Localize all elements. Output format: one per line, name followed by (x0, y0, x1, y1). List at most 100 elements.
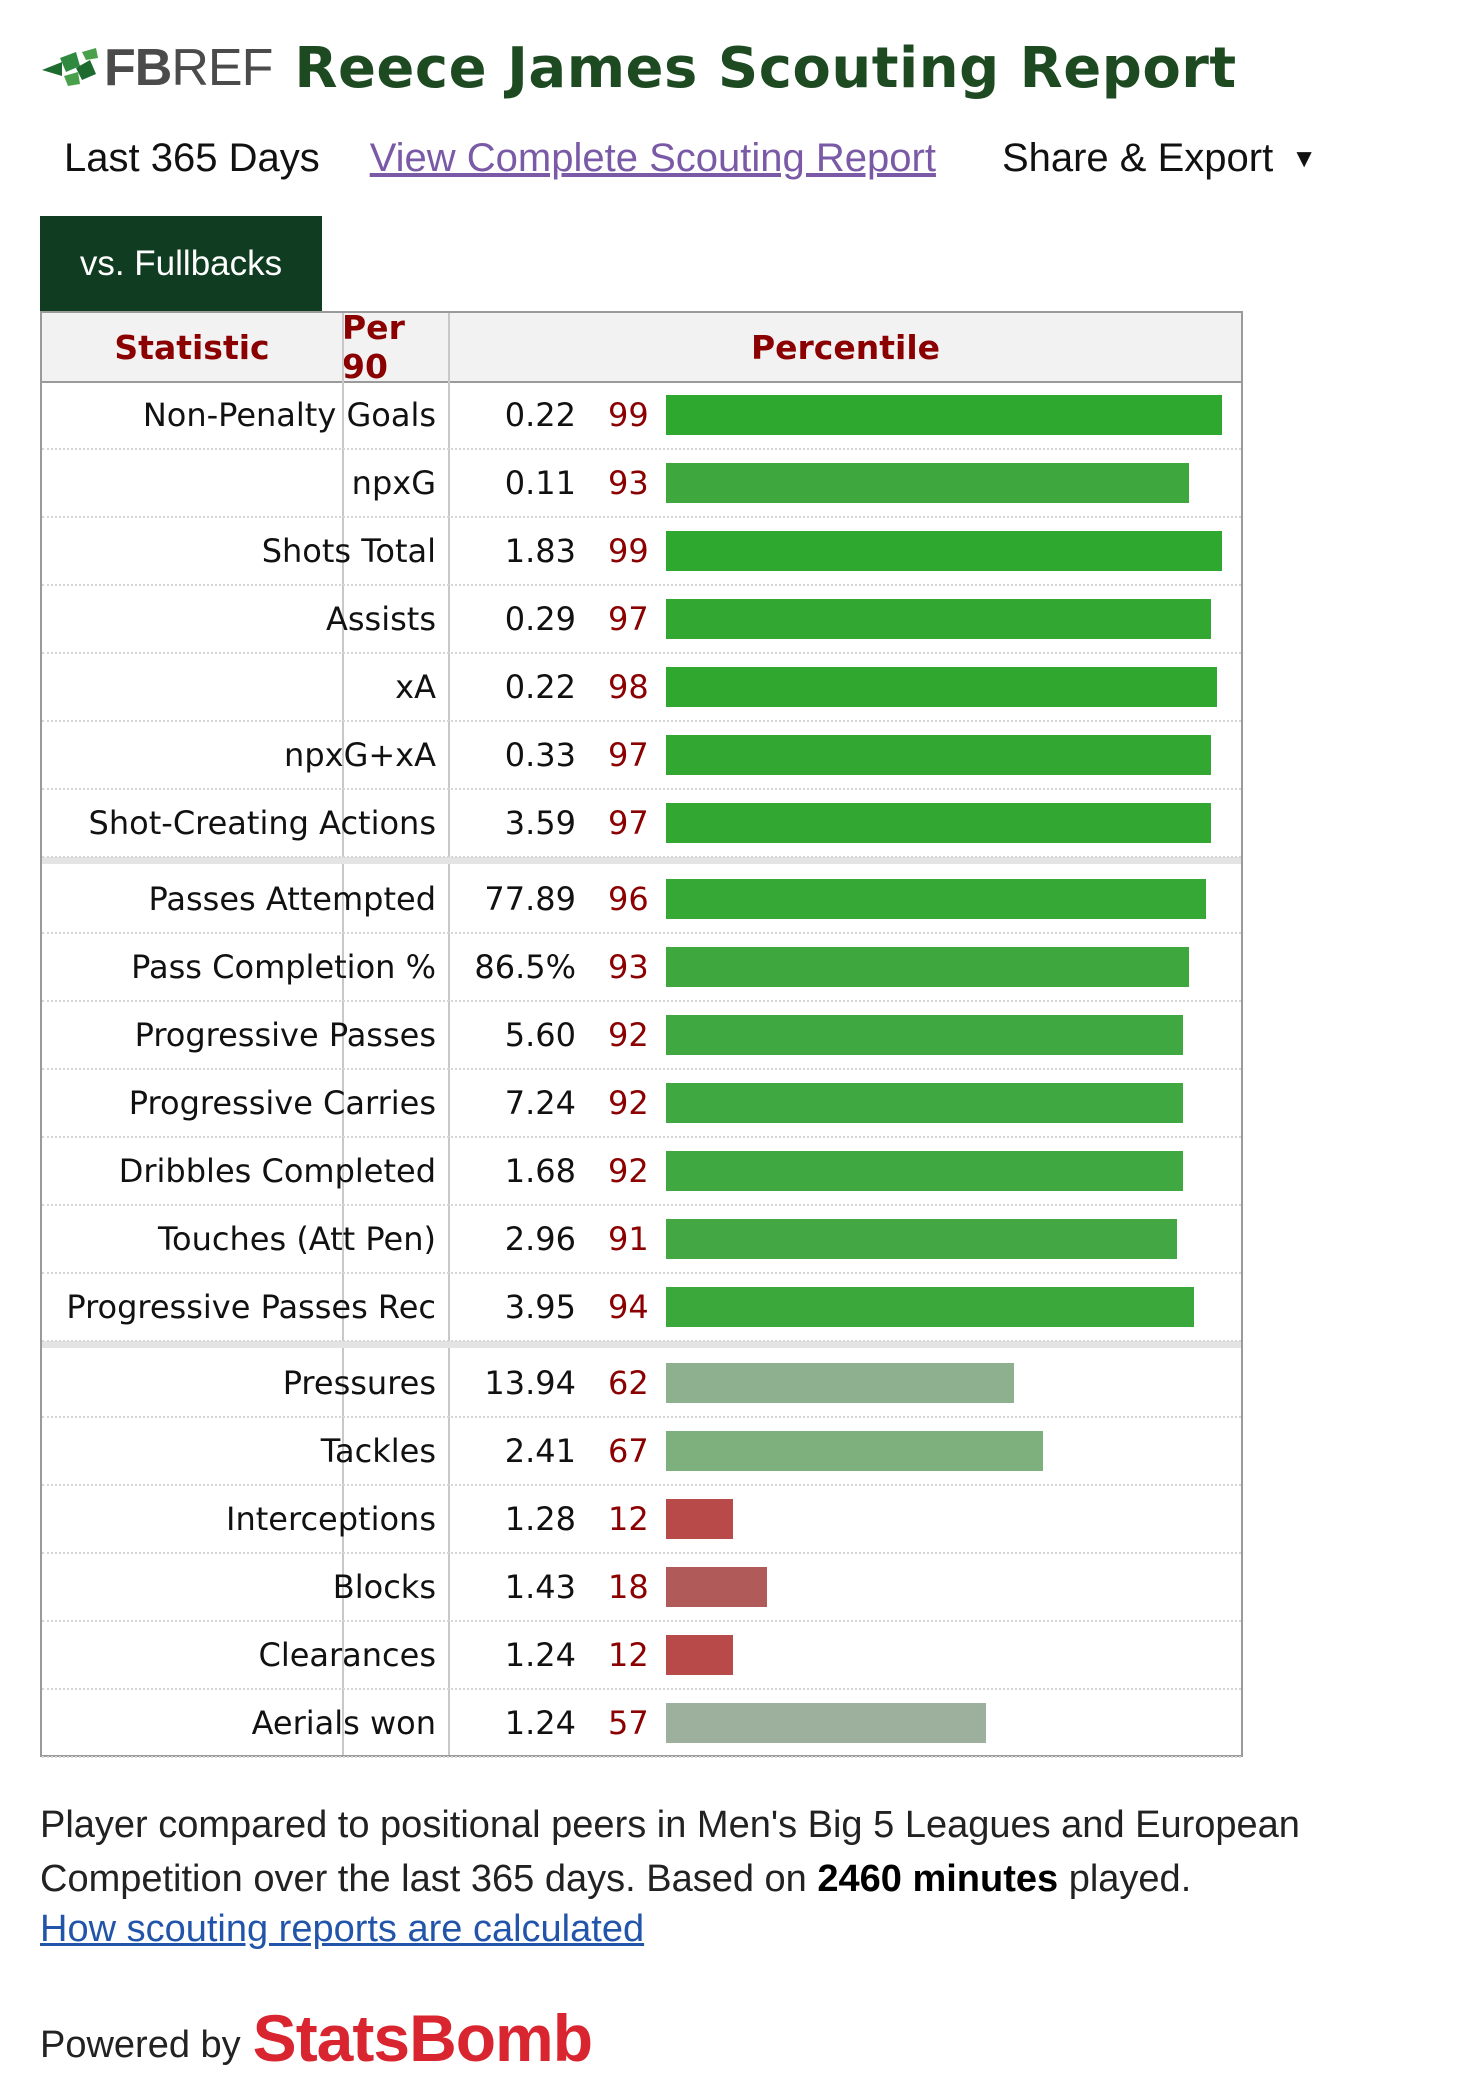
per90-value: 1.24 (504, 1635, 576, 1674)
stat-name: Shot-Creating Actions (88, 803, 436, 842)
caret-down-icon: ▼ (1291, 142, 1317, 173)
percentile-bar-track (666, 653, 1228, 720)
per90-value: 0.22 (504, 667, 576, 706)
percentile-bar-track (666, 1417, 1228, 1484)
per90-value: 0.29 (504, 599, 576, 638)
percentile-bar[interactable] (666, 1702, 986, 1743)
per90-value: 0.11 (504, 463, 576, 502)
stat-name: Blocks (332, 1567, 436, 1606)
percentile-value: 97 (608, 599, 649, 638)
percentile-value: 62 (608, 1363, 649, 1402)
percentile-bar-track (666, 585, 1228, 652)
percentile-value: 92 (608, 1083, 649, 1122)
table-row: Touches (Att Pen) 2.96 91 (42, 1205, 1241, 1274)
per90-value: 5.60 (504, 1015, 576, 1054)
per90-value: 13.94 (484, 1363, 576, 1402)
percentile-bar-track (666, 449, 1228, 516)
per90-value: 1.28 (504, 1499, 576, 1538)
percentile-value: 99 (608, 395, 649, 434)
percentile-value: 18 (608, 1567, 649, 1606)
table-row: Shots Total 1.83 99 (42, 517, 1241, 586)
percentile-bar[interactable] (666, 946, 1189, 987)
percentile-bar-track (666, 1001, 1228, 1068)
percentile-bar-track (666, 721, 1228, 788)
percentile-bar[interactable] (666, 394, 1222, 435)
statsbomb-logo[interactable]: StatsBomb (252, 2001, 593, 2075)
percentile-bar[interactable] (666, 1634, 733, 1675)
stat-name: Touches (Att Pen) (157, 1219, 436, 1258)
table-row: Pass Completion % 86.5% 93 (42, 933, 1241, 1002)
percentile-bar[interactable] (666, 1362, 1014, 1403)
table-row: npxG 0.11 93 (42, 449, 1241, 518)
percentile-bar[interactable] (666, 1430, 1043, 1471)
col-header-statistic[interactable]: Statistic (114, 327, 270, 367)
percentile-value: 93 (608, 947, 649, 986)
percentile-bar[interactable] (666, 1498, 733, 1539)
note-text: Player compared to positional peers in M… (40, 1804, 1300, 1900)
percentile-value: 92 (608, 1151, 649, 1190)
stat-name: Interceptions (226, 1499, 436, 1538)
table-row: Tackles 2.41 67 (42, 1417, 1241, 1486)
percentile-bar[interactable] (666, 802, 1211, 843)
percentile-bar-track (666, 1349, 1228, 1416)
column-divider (342, 313, 344, 1755)
percentile-bar[interactable] (666, 1218, 1177, 1259)
table-row: Progressive Passes 5.60 92 (42, 1001, 1241, 1070)
minutes-played: 2460 minutes (817, 1858, 1059, 1900)
percentile-bar[interactable] (666, 666, 1217, 707)
percentile-bar-track (666, 865, 1228, 932)
table-row: Blocks 1.43 18 (42, 1553, 1241, 1622)
table-row: Progressive Carries 7.24 92 (42, 1069, 1241, 1138)
table-row: Non-Penalty Goals 0.22 99 (42, 381, 1241, 450)
table-row: Pressures 13.94 62 (42, 1349, 1241, 1418)
col-header-percentile[interactable]: Percentile (750, 327, 941, 367)
percentile-bar-track (666, 1137, 1228, 1204)
stat-name: Tackles (320, 1431, 436, 1470)
per90-value: 3.59 (504, 803, 576, 842)
percentile-bar[interactable] (666, 598, 1211, 639)
percentile-value: 99 (608, 531, 649, 570)
per90-value: 86.5% (474, 947, 576, 986)
how-calculated-link[interactable]: How scouting reports are calculated (40, 1908, 645, 1950)
per90-value: 1.43 (504, 1567, 576, 1606)
per90-value: 3.95 (504, 1287, 576, 1326)
percentile-value: 12 (608, 1499, 649, 1538)
stat-name: Progressive Carries (128, 1083, 436, 1122)
stat-name: Non-Penalty Goals (142, 395, 436, 434)
stat-name: xA (395, 667, 436, 706)
percentile-bar[interactable] (666, 878, 1206, 919)
table-row: Progressive Passes Rec 3.95 94 (42, 1273, 1241, 1342)
percentile-bar-track (666, 789, 1228, 856)
percentile-bar[interactable] (666, 1566, 767, 1607)
percentile-value: 93 (608, 463, 649, 502)
percentile-bar-track (666, 1621, 1228, 1688)
percentile-value: 57 (608, 1703, 649, 1742)
col-header-per90[interactable]: Per 90 (342, 308, 405, 386)
stat-name: Pressures (282, 1363, 436, 1402)
percentile-value: 92 (608, 1015, 649, 1054)
per90-value: 0.33 (504, 735, 576, 774)
complete-report-link[interactable]: View Complete Scouting Report (369, 135, 936, 180)
percentile-value: 12 (608, 1635, 649, 1674)
table-row: Shot-Creating Actions 3.59 97 (42, 789, 1241, 858)
per90-value: 1.24 (504, 1703, 576, 1742)
report-subnav: Last 365 Days View Complete Scouting Rep… (64, 128, 1317, 188)
percentile-bar[interactable] (666, 1014, 1183, 1055)
percentile-bar[interactable] (666, 1082, 1183, 1123)
stat-name: Aerials won (251, 1703, 436, 1742)
fbref-logo[interactable]: FBREF (40, 38, 273, 98)
per90-value: 7.24 (504, 1083, 576, 1122)
per90-value: 1.68 (504, 1151, 576, 1190)
logo-wordmark: FBREF (104, 39, 273, 97)
percentile-value: 91 (608, 1219, 649, 1258)
percentile-bar[interactable] (666, 1286, 1194, 1327)
percentile-bar[interactable] (666, 734, 1211, 775)
tab-vs-fullbacks[interactable]: vs. Fullbacks (40, 216, 322, 311)
note-text-end: played. (1058, 1858, 1192, 1900)
share-export-menu[interactable]: Share & Export ▼ (1002, 136, 1317, 181)
percentile-bar[interactable] (666, 1150, 1183, 1191)
percentile-bar[interactable] (666, 530, 1222, 571)
percentile-bar-track (666, 1485, 1228, 1552)
percentile-bar-track (666, 1205, 1228, 1272)
percentile-bar[interactable] (666, 462, 1189, 503)
